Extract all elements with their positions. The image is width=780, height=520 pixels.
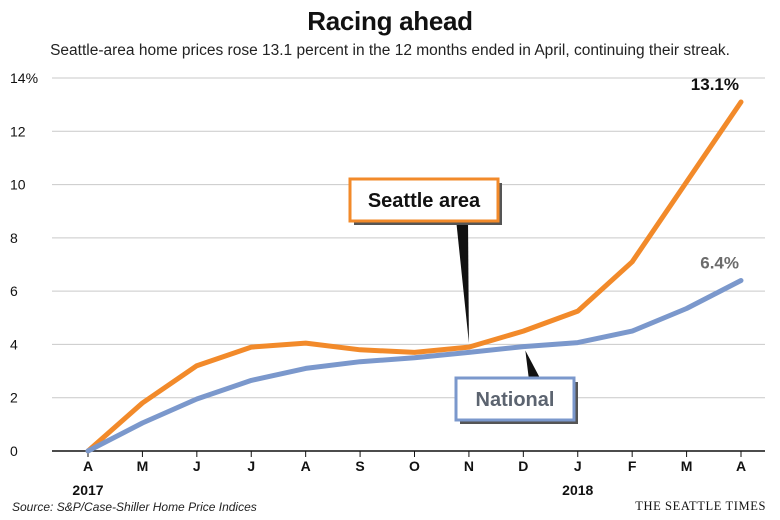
chart-title: Racing ahead bbox=[307, 6, 473, 36]
x-tick-label: A bbox=[301, 458, 311, 474]
x-tick-label: F bbox=[628, 458, 637, 474]
x-tick-label: J bbox=[247, 458, 255, 474]
x-tick-label: M bbox=[681, 458, 693, 474]
series-line-seattle bbox=[85, 99, 744, 454]
x-tick-label: J bbox=[193, 458, 201, 474]
series-end-label: 6.4% bbox=[700, 253, 739, 272]
x-tick-label: S bbox=[355, 458, 364, 474]
y-tick-label: 14% bbox=[10, 70, 38, 86]
year-label: 2018 bbox=[562, 482, 593, 498]
callout-box bbox=[454, 376, 576, 422]
y-tick-label: 8 bbox=[10, 230, 18, 246]
year-label: 2017 bbox=[72, 482, 103, 498]
callout-label: Seattle area bbox=[368, 190, 481, 212]
publisher-credit: THE SEATTLE TIMES bbox=[635, 499, 766, 513]
chart-subtitle: Seattle-area home prices rose 13.1 perce… bbox=[50, 42, 730, 59]
x-tick-label: A bbox=[736, 458, 746, 474]
y-tick-label: 4 bbox=[10, 336, 18, 352]
y-tick-label: 0 bbox=[10, 443, 18, 459]
x-tick-label: D bbox=[518, 458, 528, 474]
x-tick-label: A bbox=[83, 458, 93, 474]
y-tick-label: 6 bbox=[10, 283, 18, 299]
callout-label: National bbox=[476, 389, 555, 411]
callout-seattle: Seattle area bbox=[348, 177, 502, 344]
callout-national: National bbox=[454, 350, 578, 424]
x-tick-label: M bbox=[137, 458, 149, 474]
y-tick-label: 10 bbox=[10, 177, 26, 193]
series-end-label: 13.1% bbox=[691, 75, 739, 94]
callout-pointer bbox=[525, 350, 541, 380]
x-tick-label: N bbox=[464, 458, 474, 474]
series-line-national bbox=[85, 278, 744, 454]
y-tick-label: 2 bbox=[10, 390, 18, 406]
callout-pointer bbox=[456, 219, 469, 344]
source-note: Source: S&P/Case-Shiller Home Price Indi… bbox=[12, 500, 257, 514]
y-tick-label: 12 bbox=[10, 123, 26, 139]
x-tick-label: J bbox=[574, 458, 582, 474]
callout-box bbox=[348, 177, 500, 223]
x-tick-label: O bbox=[409, 458, 420, 474]
